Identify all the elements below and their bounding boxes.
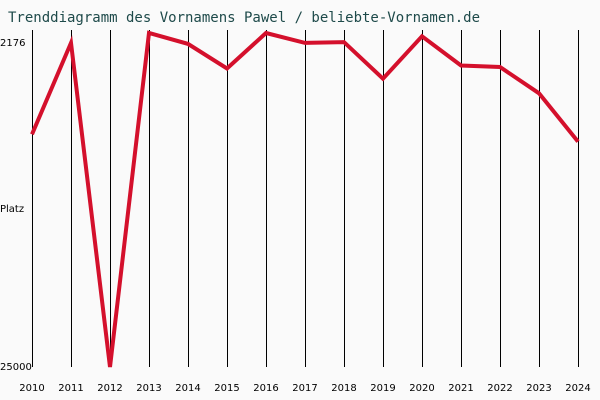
y-axis: 2176 Platz 25000 xyxy=(0,38,32,373)
x-tick-label-2016: 2016 xyxy=(253,383,278,394)
x-tick-label-2012: 2012 xyxy=(97,383,122,394)
x-tick-label-2019: 2019 xyxy=(370,383,395,394)
x-tick-label-2024: 2024 xyxy=(565,383,590,394)
x-tick-label-2011: 2011 xyxy=(58,383,83,394)
x-tick-label-2023: 2023 xyxy=(526,383,551,394)
x-tick-label-2018: 2018 xyxy=(331,383,356,394)
x-tick-label-2010: 2010 xyxy=(19,383,44,394)
series-line xyxy=(30,30,580,368)
x-axis: 2010 2011 2012 2013 2014 2015 2016 2017 2018 2019… xyxy=(19,383,590,394)
y-tick-top: 2176 xyxy=(0,38,25,49)
x-tick-label-2013: 2013 xyxy=(136,383,161,394)
chart-title: Trenddiagramm des Vornamens Pawel / beli… xyxy=(8,10,480,26)
x-tick-label-2015: 2015 xyxy=(214,383,239,394)
x-tick-label-2020: 2020 xyxy=(409,383,434,394)
y-axis-label: Platz xyxy=(0,204,24,215)
x-tick-label-2022: 2022 xyxy=(487,383,512,394)
x-tick-label-2017: 2017 xyxy=(292,383,317,394)
y-tick-bottom: 25000 xyxy=(0,362,32,373)
grid-lines xyxy=(32,30,579,367)
x-tick-label-2014: 2014 xyxy=(175,383,200,394)
x-tick-label-2021: 2021 xyxy=(448,383,473,394)
